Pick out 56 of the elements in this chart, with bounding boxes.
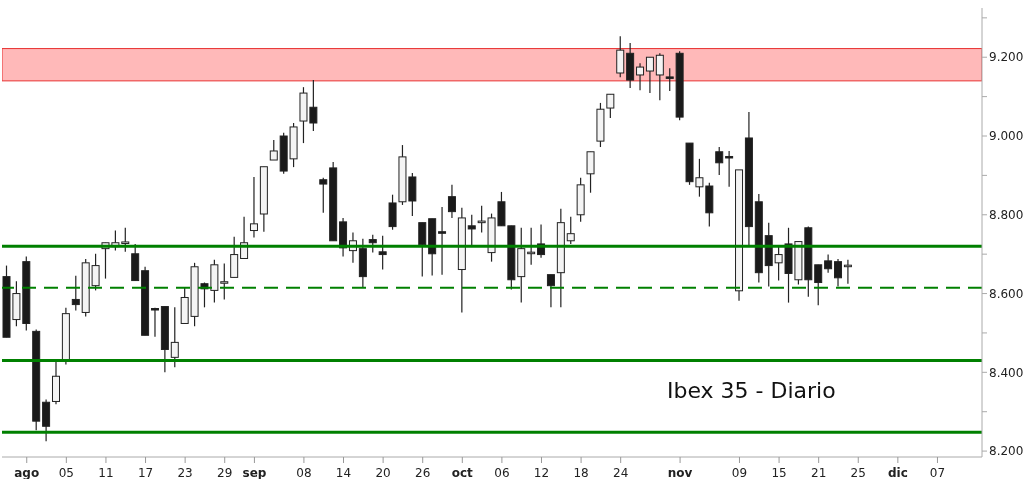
x-tick-label: 09 — [731, 466, 748, 479]
x-tick-label: dic — [887, 466, 908, 479]
x-tick-label: 05 — [58, 466, 74, 479]
x-tick-label: 21 — [811, 466, 827, 479]
candlestick — [249, 176, 258, 239]
candlestick — [150, 307, 159, 338]
x-tick-label: 07 — [929, 466, 946, 479]
y-tick-label: 8.200 — [989, 444, 1024, 459]
candlestick — [834, 258, 843, 288]
candlestick — [645, 56, 654, 94]
candlestick — [616, 35, 625, 78]
candlestick — [71, 275, 80, 312]
candlestick — [378, 235, 387, 271]
x-tick-label: oct — [451, 466, 474, 479]
candlestick — [715, 146, 724, 176]
y-tick-label: 8.400 — [989, 365, 1024, 380]
x-tick-label: sep — [242, 466, 267, 479]
candlestick — [269, 139, 278, 161]
candlestick — [230, 236, 239, 278]
candlestick — [566, 216, 575, 245]
x-tick-label: 08 — [296, 466, 312, 479]
candlestick — [814, 264, 823, 306]
candlestick — [467, 214, 476, 248]
candlestick — [418, 222, 427, 278]
candlestick — [447, 184, 456, 219]
y-tick-label: 8.600 — [989, 286, 1024, 301]
x-tick-label: 23 — [177, 466, 193, 479]
x-tick-label: 26 — [415, 466, 431, 479]
x-tick-label: 14 — [335, 466, 352, 479]
x-tick-label: 25 — [850, 466, 866, 479]
annotation: Ibex 35 - Diario — [667, 378, 836, 403]
x-tick-label: 06 — [494, 466, 510, 479]
candlestick — [655, 52, 664, 101]
y-tick-label: 8.800 — [989, 208, 1024, 223]
x-tick-label: 24 — [613, 466, 629, 479]
candlestick — [438, 206, 447, 276]
y-tick-label: 9.200 — [989, 50, 1024, 65]
x-tick-label: 15 — [771, 466, 787, 479]
candlestick — [725, 150, 734, 188]
candlestick — [388, 194, 397, 231]
x-tick-label: 29 — [217, 466, 233, 479]
candlestick — [636, 62, 645, 91]
candlestick — [586, 151, 595, 194]
x-tick-label: 17 — [137, 466, 154, 479]
candlestick — [170, 306, 179, 368]
candlestick — [606, 93, 615, 119]
x-tick-label: ago — [14, 466, 40, 479]
x-tick-label: 12 — [533, 466, 550, 479]
x-tick-label: nov — [667, 466, 693, 479]
x-tick-label: 18 — [573, 466, 589, 479]
candlestick — [824, 253, 833, 274]
x-tick-label: 20 — [375, 466, 391, 479]
y-tick-label: 9.000 — [989, 129, 1024, 144]
x-tick-label: 11 — [98, 466, 114, 479]
candlestick — [319, 177, 328, 214]
candlestick — [546, 274, 555, 308]
